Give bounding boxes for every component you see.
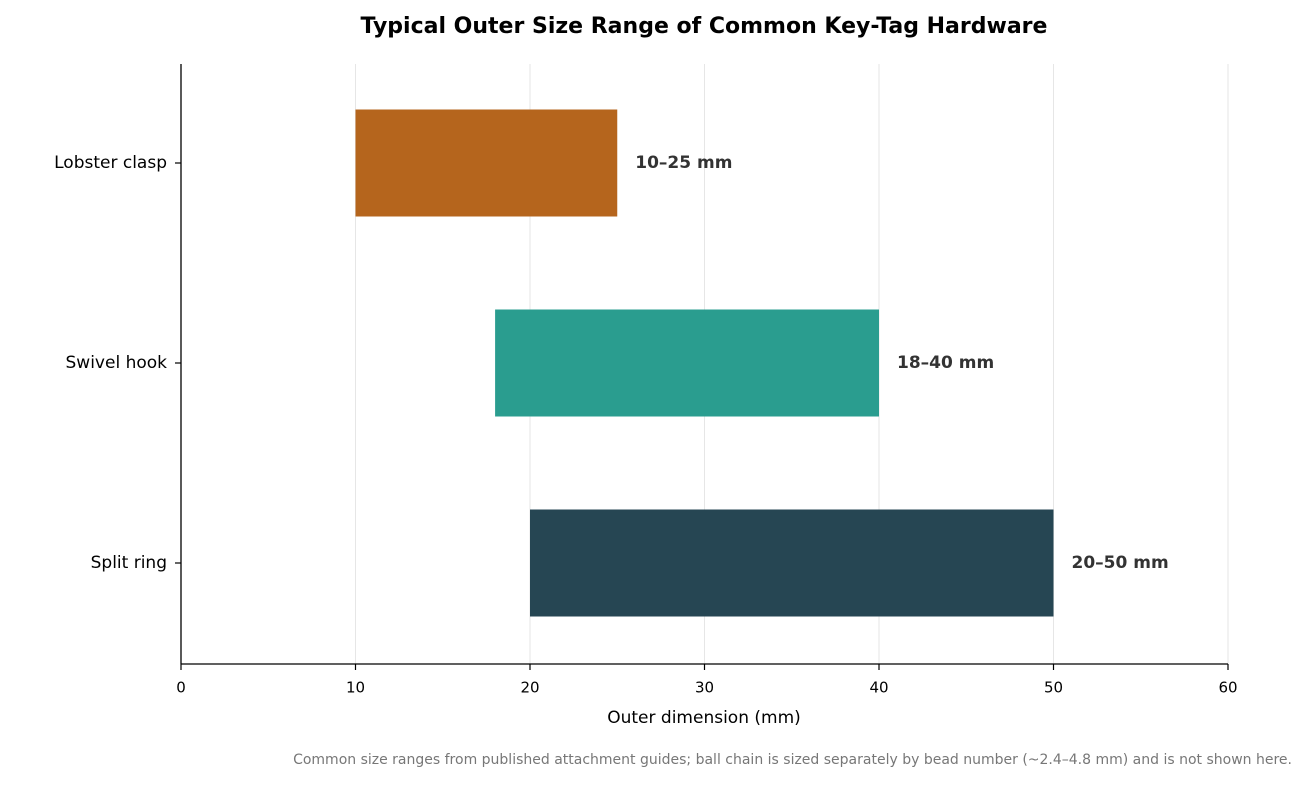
x-tick-label: 50 bbox=[1044, 679, 1063, 697]
value-label: 18–40 mm bbox=[897, 353, 994, 373]
y-tick-label: Lobster clasp bbox=[54, 153, 167, 173]
value-label: 20–50 mm bbox=[1072, 553, 1169, 573]
y-tick-label: Split ring bbox=[91, 553, 167, 573]
x-tick-label: 60 bbox=[1218, 679, 1237, 697]
x-tick-label: 10 bbox=[346, 679, 365, 697]
x-tick-label: 40 bbox=[869, 679, 888, 697]
x-axis-label: Outer dimension (mm) bbox=[607, 708, 801, 728]
y-tick-label: Swivel hook bbox=[66, 353, 168, 373]
footnote: Common size ranges from published attach… bbox=[293, 752, 1292, 768]
bar bbox=[530, 509, 1054, 617]
value-label: 10–25 mm bbox=[635, 153, 732, 173]
chart-title: Typical Outer Size Range of Common Key-T… bbox=[361, 14, 1048, 39]
x-tick-label: 30 bbox=[695, 679, 714, 697]
x-tick-label: 20 bbox=[520, 679, 539, 697]
bar bbox=[495, 309, 879, 417]
x-tick-label: 0 bbox=[176, 679, 186, 697]
bar bbox=[355, 109, 618, 217]
